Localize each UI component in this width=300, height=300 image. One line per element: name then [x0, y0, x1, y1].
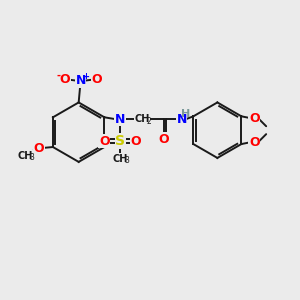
Text: O: O [91, 73, 102, 86]
Text: +: + [82, 72, 89, 81]
Text: 3: 3 [125, 156, 130, 165]
Text: -: - [57, 71, 61, 81]
Text: O: O [158, 133, 169, 146]
Text: S: S [115, 134, 125, 148]
Text: CH: CH [17, 151, 33, 161]
Text: H: H [181, 109, 190, 119]
Text: N: N [76, 74, 86, 87]
Text: O: O [249, 112, 260, 125]
Text: O: O [59, 73, 70, 86]
Text: O: O [131, 135, 141, 148]
Text: N: N [115, 113, 125, 126]
Text: CH: CH [134, 114, 150, 124]
Text: CH: CH [112, 154, 128, 164]
Text: N: N [176, 113, 187, 126]
Text: 2: 2 [147, 117, 152, 126]
Text: O: O [249, 136, 260, 148]
Text: O: O [34, 142, 44, 154]
Text: O: O [99, 135, 110, 148]
Text: 3: 3 [30, 153, 34, 162]
